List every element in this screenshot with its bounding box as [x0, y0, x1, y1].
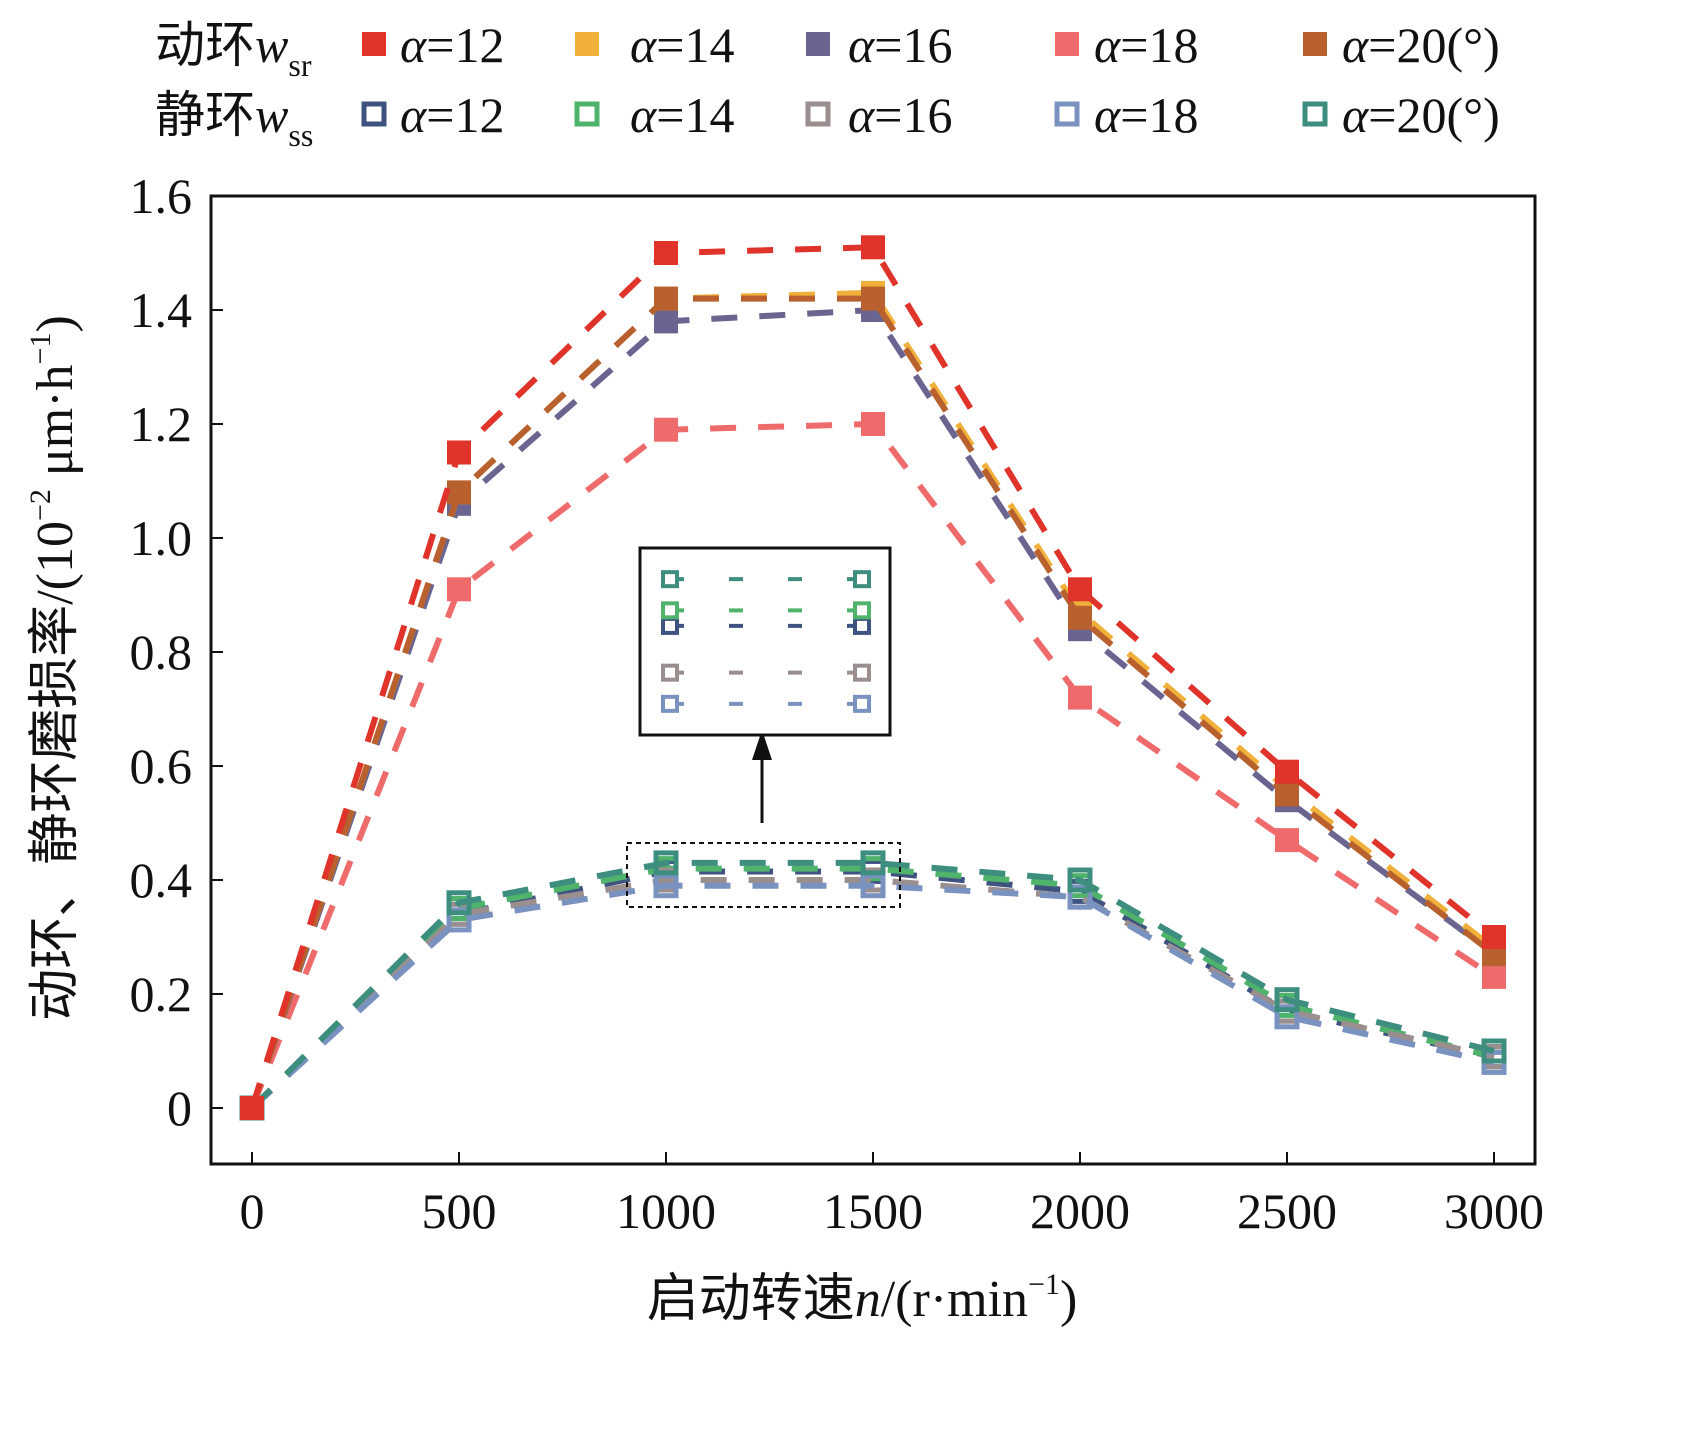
data-point — [653, 850, 679, 876]
data-point — [1275, 782, 1299, 807]
y-tick-label: 1.6 — [130, 168, 193, 224]
data-point — [861, 235, 885, 260]
data-point — [861, 286, 885, 311]
legend-marker — [1302, 101, 1328, 127]
data-point — [1067, 884, 1093, 910]
x-tick-label: 0 — [240, 1183, 265, 1239]
x-tick-label: 2000 — [1030, 1183, 1130, 1239]
data-point — [654, 309, 678, 334]
legend-marker — [806, 32, 830, 56]
inset-data-point — [661, 663, 679, 682]
inset-data-point — [661, 694, 679, 713]
y-tick-label: 0.8 — [130, 624, 193, 680]
data-point — [1481, 1038, 1507, 1064]
series-wsr-α=12 — [240, 235, 1506, 1120]
data-point — [1274, 987, 1300, 1013]
series-wsr-α=20(°) — [240, 286, 1506, 1120]
data-point — [654, 417, 678, 442]
data-point — [447, 440, 471, 465]
y-tick-label: 1.4 — [130, 282, 193, 338]
data-point — [447, 577, 471, 602]
series-wss-α=18 — [239, 873, 1507, 1121]
data-point — [240, 1096, 264, 1120]
data-point — [1482, 964, 1506, 989]
data-point — [446, 907, 472, 933]
y-tick-label: 0 — [167, 1080, 192, 1136]
data-point — [1068, 685, 1092, 710]
data-point — [1275, 828, 1299, 853]
inset-data-point — [853, 663, 871, 682]
data-point — [447, 480, 471, 505]
zoom-region-box — [626, 842, 901, 908]
legend-label: α=14 — [630, 17, 734, 73]
series-line — [249, 882, 1495, 1111]
y-tick-label: 1.2 — [130, 396, 193, 452]
legend-marker — [574, 101, 600, 127]
series-wss-α=12 — [239, 858, 1507, 1121]
inset-data-point — [661, 570, 679, 589]
series-line — [249, 877, 1495, 1111]
legend-label: α=18 — [1094, 17, 1198, 73]
legend-marker — [1055, 32, 1079, 56]
data-point — [1068, 577, 1092, 602]
series-wsr-α=18 — [240, 412, 1506, 1120]
x-tick-label: 500 — [422, 1183, 497, 1239]
x-tick-label: 2500 — [1237, 1183, 1337, 1239]
data-point — [1067, 867, 1093, 893]
series-layer — [239, 235, 1507, 1121]
y-tick-label: 1.0 — [130, 510, 193, 566]
legend-label: α=16 — [848, 87, 952, 143]
y-tick-label: 0.6 — [130, 738, 193, 794]
data-point — [653, 873, 679, 899]
legend-marker — [1303, 32, 1327, 56]
x-tick-label: 1000 — [616, 1183, 716, 1239]
data-point — [1274, 1004, 1300, 1030]
x-tick-label: 3000 — [1444, 1183, 1544, 1239]
x-axis-label: 启动转速n/(r·min−1) — [647, 1268, 1078, 1328]
data-point — [1275, 759, 1299, 784]
legend-group-label: 静环wss — [155, 87, 313, 153]
data-point — [1482, 925, 1506, 949]
axis-ticks: 0 500 1000 1500 2000 2500 3000 0 0.2 0.4 0.6 0.8 1.0… — [130, 168, 1545, 1239]
legend-group-label: 动环wsr — [155, 17, 312, 83]
data-point — [654, 241, 678, 265]
data-point — [654, 286, 678, 311]
data-point — [860, 873, 886, 899]
legend-label: α=20(°) — [1342, 17, 1500, 73]
legend-label: α=12 — [400, 87, 504, 143]
inset-zoom — [638, 546, 892, 737]
legend: 动环wsr α=12 α=14 α=16 α=18 α=20(°) 静环wss α=12 α=1… — [155, 17, 1500, 153]
series-line — [249, 865, 1495, 1111]
inset-data-point — [661, 601, 679, 620]
inset-data-point — [853, 616, 871, 635]
y-axis-label: 动环、静环磨损率/(10−2 μm·h−1) — [24, 315, 84, 1021]
inset-arrow-head — [752, 730, 772, 760]
y-tick-label: 0.2 — [130, 966, 193, 1022]
data-point — [860, 850, 886, 876]
legend-label: α=20(°) — [1342, 87, 1500, 143]
legend-marker — [805, 101, 831, 127]
inset-data-point — [853, 570, 871, 589]
legend-marker — [1054, 101, 1080, 127]
legend-label: α=14 — [630, 87, 734, 143]
data-point — [1068, 605, 1092, 630]
legend-marker — [361, 101, 387, 127]
legend-label: α=18 — [1094, 87, 1198, 143]
legend-marker — [362, 32, 386, 56]
inset-data-point — [853, 601, 871, 620]
legend-label: α=16 — [848, 17, 952, 73]
y-tick-label: 0.4 — [130, 852, 193, 908]
inset-data-point — [853, 694, 871, 713]
legend-label: α=12 — [400, 17, 504, 73]
data-point — [861, 412, 885, 436]
inset-data-point — [661, 616, 679, 635]
data-point — [446, 890, 472, 916]
legend-marker — [575, 32, 599, 56]
series-wss-α=20(°) — [239, 850, 1507, 1121]
series-line — [249, 859, 1495, 1111]
x-tick-label: 1500 — [823, 1183, 923, 1239]
